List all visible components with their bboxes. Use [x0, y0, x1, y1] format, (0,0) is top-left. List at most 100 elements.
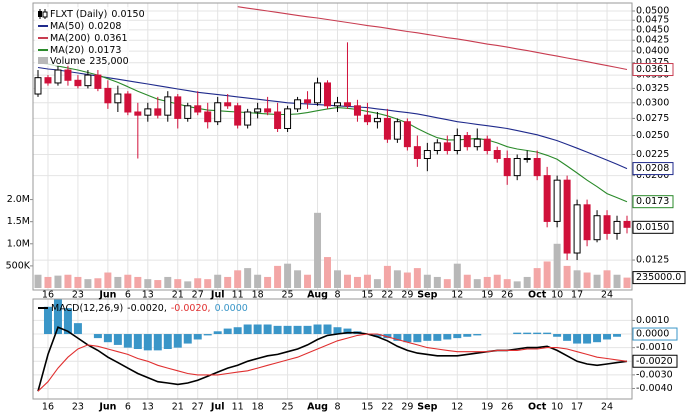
- histogram-bar: [293, 325, 302, 335]
- histogram-bar: [173, 334, 182, 348]
- volume-bar: [603, 270, 611, 288]
- volume-bar: [423, 274, 431, 288]
- volume-bar: [593, 274, 601, 288]
- candle-body: [443, 142, 451, 152]
- value-box-label: 0.0000: [636, 329, 669, 340]
- candle-body: [543, 175, 551, 222]
- candle-body: [343, 102, 351, 107]
- volume-bar: [184, 281, 192, 288]
- histogram-bar: [93, 334, 102, 339]
- candle-body: [333, 102, 341, 107]
- candle-body: [324, 82, 332, 107]
- candle-body: [473, 138, 481, 148]
- candle-body: [493, 150, 501, 160]
- y-tick-label: 0.0125: [636, 255, 669, 266]
- volume-bar: [583, 272, 591, 288]
- x-tick-label: 11: [232, 290, 244, 301]
- x-tick-label: 27: [192, 290, 204, 301]
- value-box: [632, 354, 678, 368]
- volume-bar: [314, 212, 322, 288]
- x-tick-label: 10: [551, 290, 563, 301]
- volume-bar: [483, 276, 491, 288]
- volume-bar: [44, 276, 52, 288]
- histogram-bar: [143, 334, 152, 351]
- candle-body: [304, 99, 312, 104]
- histogram-bar: [513, 332, 522, 335]
- candle-body: [403, 121, 411, 148]
- candle-body: [483, 138, 491, 152]
- histogram-bar: [213, 331, 222, 335]
- x-tick-label: 23: [72, 402, 84, 413]
- candle-body: [124, 93, 132, 113]
- volume-bar: [144, 279, 152, 288]
- volume-bar: [94, 278, 102, 288]
- volume-bar: [413, 268, 421, 288]
- candle-body: [423, 150, 431, 160]
- histogram-bar: [453, 334, 462, 339]
- price-panel: [32, 2, 633, 291]
- x-tick-label: 18: [252, 402, 264, 413]
- histogram-bar: [433, 334, 442, 341]
- candle-body: [144, 108, 152, 116]
- histogram-bar: [563, 334, 572, 341]
- x-tick-label: Aug: [307, 402, 328, 413]
- value-box: [632, 63, 674, 77]
- candle-body: [244, 111, 252, 126]
- histogram-bar: [463, 334, 472, 337]
- y-tick-label: 0.0010: [636, 315, 669, 326]
- volume-bar: [304, 274, 312, 288]
- x-tick-label: 26: [501, 402, 513, 413]
- histogram-bar: [63, 308, 72, 335]
- y-tick-label: -0.0030: [636, 369, 673, 380]
- x-tick-label: 23: [72, 290, 84, 301]
- volume-bar: [224, 276, 232, 288]
- histogram-bar: [403, 334, 412, 343]
- candle-body: [254, 108, 262, 113]
- ma-line: [37, 62, 628, 203]
- legend-label: Volume 235,000: [50, 56, 129, 67]
- histogram-bar: [203, 334, 212, 336]
- volume-bar: [134, 276, 142, 288]
- volume-bar: [194, 278, 202, 288]
- marks-layer: [34, 6, 631, 392]
- legend-value: 0.0173: [88, 45, 121, 56]
- ma-line: [37, 66, 628, 170]
- x-tick-label: Oct: [528, 290, 547, 301]
- candle-body: [204, 111, 212, 123]
- volume-bar: [373, 279, 381, 288]
- legend-name: MA(20): [50, 45, 84, 56]
- volume-bar: [433, 276, 441, 288]
- candle-body: [563, 179, 571, 254]
- volume-bar: [74, 276, 82, 288]
- candle-body: [603, 215, 611, 234]
- legend-value: -0.0020,: [171, 303, 211, 314]
- histogram-bar: [443, 334, 452, 340]
- legend-label: FLXT (Daily) 0.0150: [50, 9, 145, 20]
- volume-bar: [54, 275, 62, 288]
- volume-tick-label: 1.0M: [7, 238, 30, 249]
- candle-body: [533, 158, 541, 177]
- y-tick-label: 0.0225: [636, 149, 669, 160]
- volume-bar: [493, 274, 501, 288]
- histogram-bar: [553, 334, 562, 337]
- legend-icon: [38, 11, 42, 17]
- volume-bar: [124, 274, 132, 288]
- legend-value: 0.0208: [88, 21, 121, 32]
- histogram-bar: [243, 324, 252, 335]
- histogram-bar: [53, 299, 62, 335]
- legend-value: 0.0000: [215, 303, 248, 314]
- volume-bar: [563, 265, 571, 288]
- histogram-bar: [113, 334, 122, 345]
- value-box: [632, 195, 674, 209]
- candle-body: [523, 158, 531, 161]
- value-box-label: 235000.0: [636, 272, 681, 283]
- histogram-bar: [543, 332, 552, 335]
- volume-bar: [333, 270, 341, 288]
- candle-body: [234, 105, 242, 126]
- macd-panel: [32, 298, 633, 400]
- candle-body: [134, 111, 142, 116]
- y-tick-label: 0.0200: [636, 170, 669, 181]
- labels-layer: 0.05000.04750.04500.04250.04000.03750.03…: [6, 6, 686, 413]
- candle-body: [294, 99, 302, 110]
